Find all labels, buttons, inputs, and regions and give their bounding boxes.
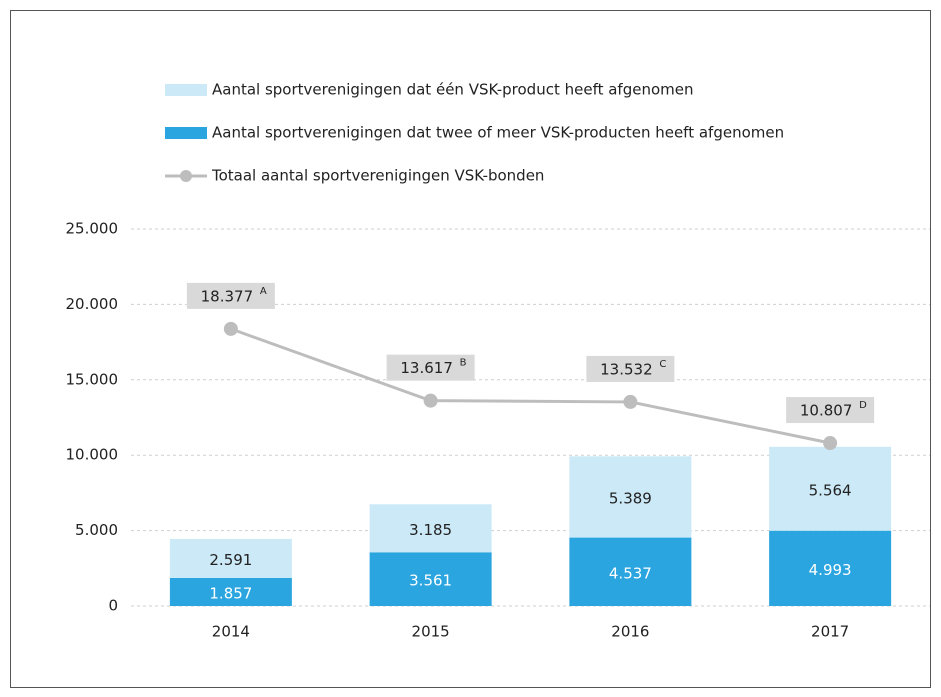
legend-swatch (180, 170, 192, 182)
data-label-group: 13.532 C (600, 359, 666, 379)
label-box (586, 355, 675, 382)
y-tick-label: 10.000 (66, 446, 119, 464)
label-box (386, 354, 475, 381)
line (230, 327, 831, 445)
data-label: 3.561 (409, 572, 452, 590)
data-label-group: 18.377 A (201, 286, 267, 306)
bar (569, 537, 692, 606)
data-label-group: 10.807 D (800, 400, 867, 420)
legend-label: Aantal sportverenigingen dat één VSK-pro… (212, 81, 694, 99)
x-tick-label: 2014 (212, 623, 250, 641)
bar (769, 530, 892, 606)
y-tick-label: 0 (108, 597, 118, 615)
data-label: 3.185 (409, 521, 452, 539)
legend-label: Totaal aantal sportverenigingen VSK-bond… (211, 167, 544, 185)
data-label: 2.591 (209, 551, 252, 569)
line-point (223, 321, 238, 336)
legend-swatch (165, 84, 207, 96)
legend-swatch (165, 127, 207, 139)
legend-label: Aantal sportverenigingen dat twee of mee… (212, 124, 784, 142)
bar (169, 577, 292, 606)
line-point (423, 393, 438, 408)
data-label-group: 13.617 B (400, 358, 466, 378)
bar (369, 552, 492, 606)
data-label: 4.993 (809, 561, 852, 579)
data-label: 5.564 (809, 481, 852, 499)
data-label-note: C (659, 359, 666, 370)
line-point (823, 436, 838, 451)
label-box (186, 282, 275, 309)
line-point (623, 394, 638, 409)
x-tick-label: 2015 (412, 623, 450, 641)
x-tick-label: 2016 (611, 623, 649, 641)
data-label-note: B (460, 358, 467, 369)
y-tick-label: 5.000 (75, 521, 118, 539)
y-tick-label: 25.000 (66, 220, 119, 238)
bar (769, 446, 892, 531)
bar (169, 538, 292, 578)
data-label: 10.807 (800, 402, 853, 420)
x-tick-label: 2017 (811, 623, 849, 641)
bar (569, 456, 692, 538)
data-label-note: D (859, 400, 867, 411)
data-label: 5.389 (609, 489, 652, 507)
data-label: 4.537 (609, 564, 652, 582)
data-label: 13.532 (600, 360, 653, 378)
bar (369, 504, 492, 553)
data-label: 1.857 (209, 584, 252, 602)
y-tick-label: 20.000 (66, 295, 119, 313)
label-box (786, 397, 875, 424)
data-label: 18.377 (201, 287, 254, 305)
y-tick-label: 15.000 (66, 370, 119, 388)
data-label: 13.617 (400, 359, 453, 377)
data-label-note: A (260, 286, 267, 297)
